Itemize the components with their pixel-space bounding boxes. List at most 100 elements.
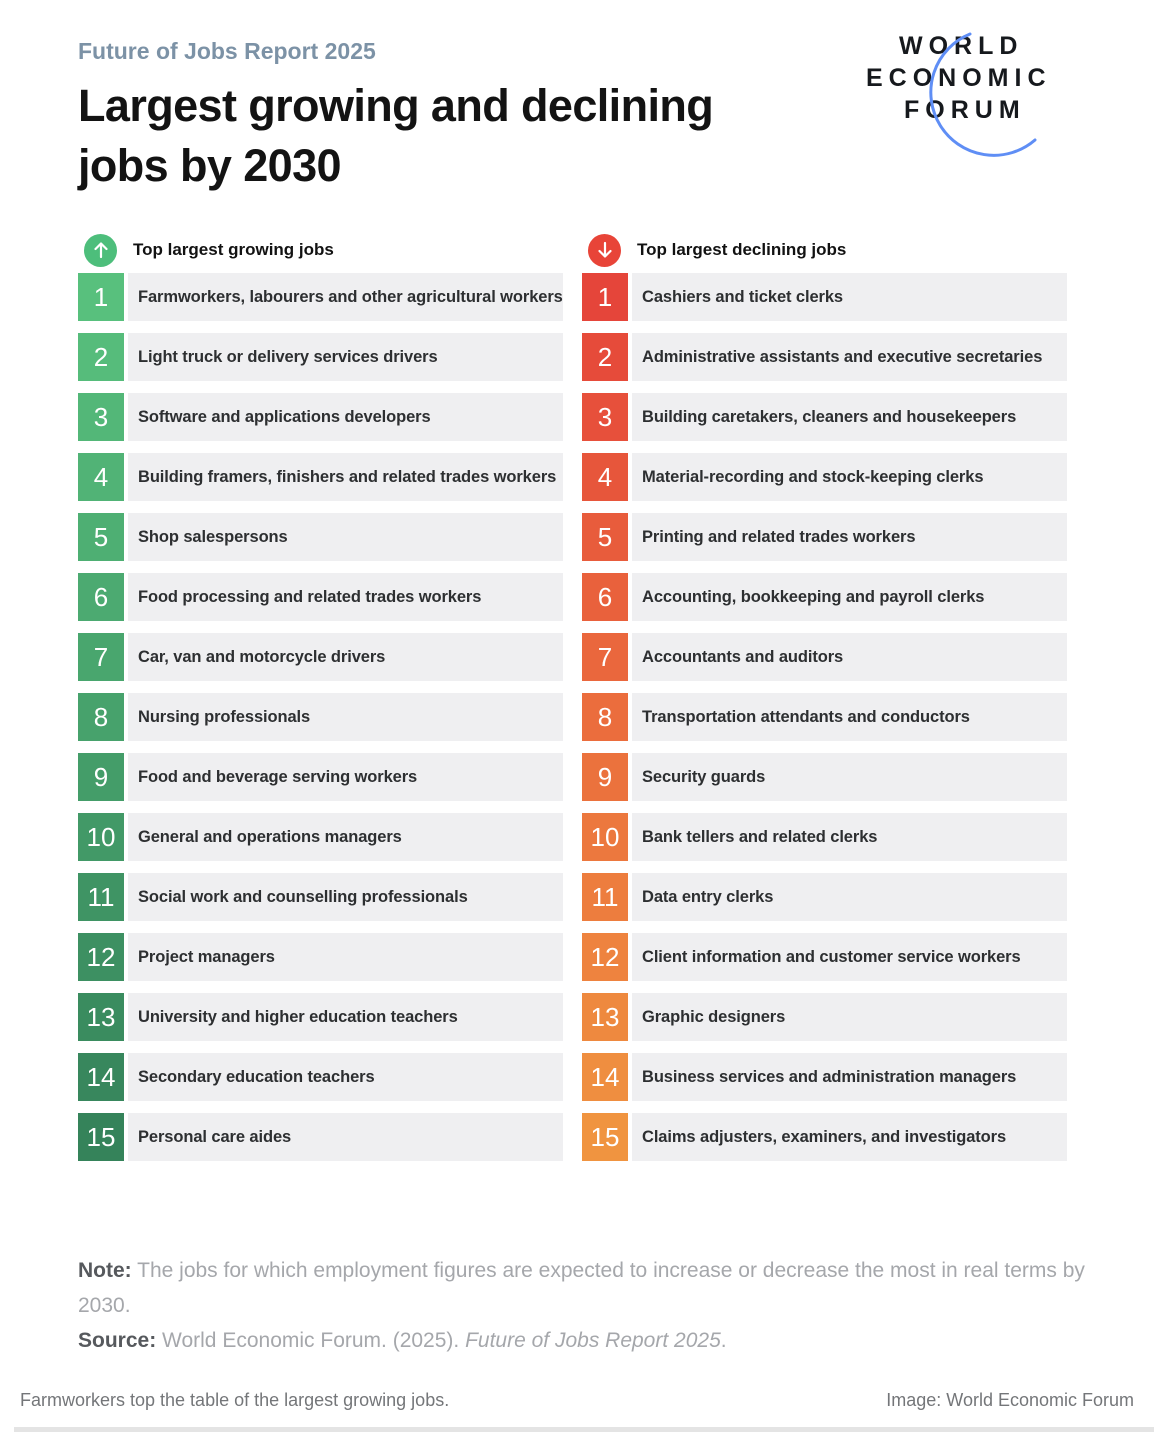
table-row: 3 Building caretakers, cleaners and house… [582,393,1067,441]
rank-badge: 7 [582,633,628,681]
declining-column-header: Top largest declining jobs [582,233,1067,267]
job-row-background: Building caretakers, cleaners and housek… [632,393,1067,441]
job-row-background: Cashiers and ticket clerks [632,273,1067,321]
declining-rows: 1 Cashiers and ticket clerks 2 Administrati… [582,273,1067,1161]
table-row: 2 Light truck or delivery services driver… [78,333,563,381]
rank-badge: 13 [582,993,628,1041]
table-row: 7 Car, van and motorcycle drivers [78,633,563,681]
rank-badge: 11 [78,873,124,921]
table-row: 12 Client information and customer servic… [582,933,1067,981]
rank-badge: 8 [582,693,628,741]
job-label: Building framers, finishers and related … [138,467,557,486]
job-row-background: Building framers, finishers and related … [128,453,563,501]
job-row-background: Project managers [128,933,563,981]
job-label: Personal care aides [138,1127,292,1146]
job-row-background: Farmworkers, labourers and other agricul… [128,273,563,321]
job-label: Claims adjusters, examiners, and investi… [642,1127,1007,1146]
wef-logo: WORLD ECONOMIC FORUM [866,30,1086,164]
job-row-background: Social work and counselling professional… [128,873,563,921]
page-title-line1: Largest growing and declining [78,80,714,131]
declining-header-label: Top largest declining jobs [637,240,847,259]
job-row-background: Personal care aides [128,1113,563,1161]
rank-badge: 3 [582,393,628,441]
job-row-background: Car, van and motorcycle drivers [128,633,563,681]
table-row: 6 Food processing and related trades work… [78,573,563,621]
table-row: 12 Project managers [78,933,563,981]
rank-badge: 4 [78,453,124,501]
job-label: Software and applications developers [138,407,431,426]
job-row-background: Food and beverage serving workers [128,753,563,801]
job-label: Accounting, bookkeeping and payroll cler… [642,587,985,606]
job-label: Security guards [642,767,766,786]
source-report-title: Future of Jobs Report 2025 [465,1329,721,1352]
rank-badge: 14 [78,1053,124,1101]
table-row: 13 Graphic designers [582,993,1067,1041]
job-label: Food and beverage serving workers [138,767,418,786]
table-row: 11 Data entry clerks [582,873,1067,921]
job-label: Light truck or delivery services drivers [138,347,438,366]
job-label: Farmworkers, labourers and other agricul… [138,287,563,306]
job-label: Printing and related trades workers [642,527,916,546]
table-row: 2 Administrative assistants and executive… [582,333,1067,381]
rank-badge: 5 [582,513,628,561]
job-row-background: Graphic designers [632,993,1067,1041]
page-title: Largest growing and declining jobs by 20… [78,76,714,196]
table-row: 15 Claims adjusters, examiners, and inves… [582,1113,1067,1161]
note-block: Note: The jobs for which employment figu… [78,1253,1108,1358]
job-label: Client information and customer service … [642,947,1021,966]
table-row: 5 Printing and related trades workers [582,513,1067,561]
job-label: Shop salespersons [138,527,288,546]
table-row: 9 Security guards [582,753,1067,801]
table-row: 15 Personal care aides [78,1113,563,1161]
job-row-background: Claims adjusters, examiners, and investi… [632,1113,1067,1161]
job-label: Bank tellers and related clerks [642,827,878,846]
rank-badge: 9 [582,753,628,801]
table-row: 6 Accounting, bookkeeping and payroll cle… [582,573,1067,621]
table-row: 4 Building framers, finishers and related… [78,453,563,501]
wef-logo-word-1: WORLD [899,32,1024,60]
declining-header-circle [588,233,621,267]
growing-column-header: Top largest growing jobs [78,233,563,267]
table-row: 13 University and higher education teache… [78,993,563,1041]
job-row-background: Food processing and related trades worke… [128,573,563,621]
job-row-background: Accounting, bookkeeping and payroll cler… [632,573,1067,621]
rank-badge: 6 [582,573,628,621]
table-row: 5 Shop salespersons [78,513,563,561]
arrow-down-icon [597,241,612,258]
table-row: 14 Business services and administration m… [582,1053,1067,1101]
page-title-line2: jobs by 2030 [78,140,342,191]
note-text: The jobs for which employment figures ar… [78,1259,1085,1317]
rank-badge: 14 [582,1053,628,1101]
wef-logo-word-3: FORUM [904,96,1026,124]
growing-rows: 1 Farmworkers, labourers and other agricu… [78,273,563,1161]
table-row: 7 Accountants and auditors [582,633,1067,681]
rank-badge: 6 [78,573,124,621]
source-period: . [720,1329,727,1352]
table-row: 10 General and operations managers [78,813,563,861]
table-row: 4 Material-recording and stock-keeping cl… [582,453,1067,501]
job-row-background: Security guards [632,753,1067,801]
job-label: Secondary education teachers [138,1067,375,1086]
job-label: Administrative assistants and executive … [642,347,1043,366]
rank-badge: 13 [78,993,124,1041]
job-label: Data entry clerks [642,887,774,906]
job-label: Accountants and auditors [642,647,844,666]
job-row-background: University and higher education teachers [128,993,563,1041]
job-row-background: Shop salespersons [128,513,563,561]
rank-badge: 12 [582,933,628,981]
source-label: Source: [78,1329,157,1352]
growing-header-label: Top largest growing jobs [133,240,334,259]
declining-jobs-column: Top largest declining jobs 1 Cashiers and… [582,233,1067,1173]
job-row-background: Bank tellers and related clerks [632,813,1067,861]
rank-badge: 2 [582,333,628,381]
image-caption: Farmworkers top the table of the largest… [20,1390,450,1410]
rank-badge: 15 [78,1113,124,1161]
rank-badge: 4 [582,453,628,501]
job-row-background: Accountants and auditors [632,633,1067,681]
job-label: Food processing and related trades worke… [138,587,482,606]
growing-jobs-column: Top largest growing jobs 1 Farmworkers, l… [78,233,563,1173]
table-row: 1 Farmworkers, labourers and other agricu… [78,273,563,321]
table-row: 11 Social work and counselling profession… [78,873,563,921]
job-label: General and operations managers [138,827,402,846]
rank-badge: 12 [78,933,124,981]
